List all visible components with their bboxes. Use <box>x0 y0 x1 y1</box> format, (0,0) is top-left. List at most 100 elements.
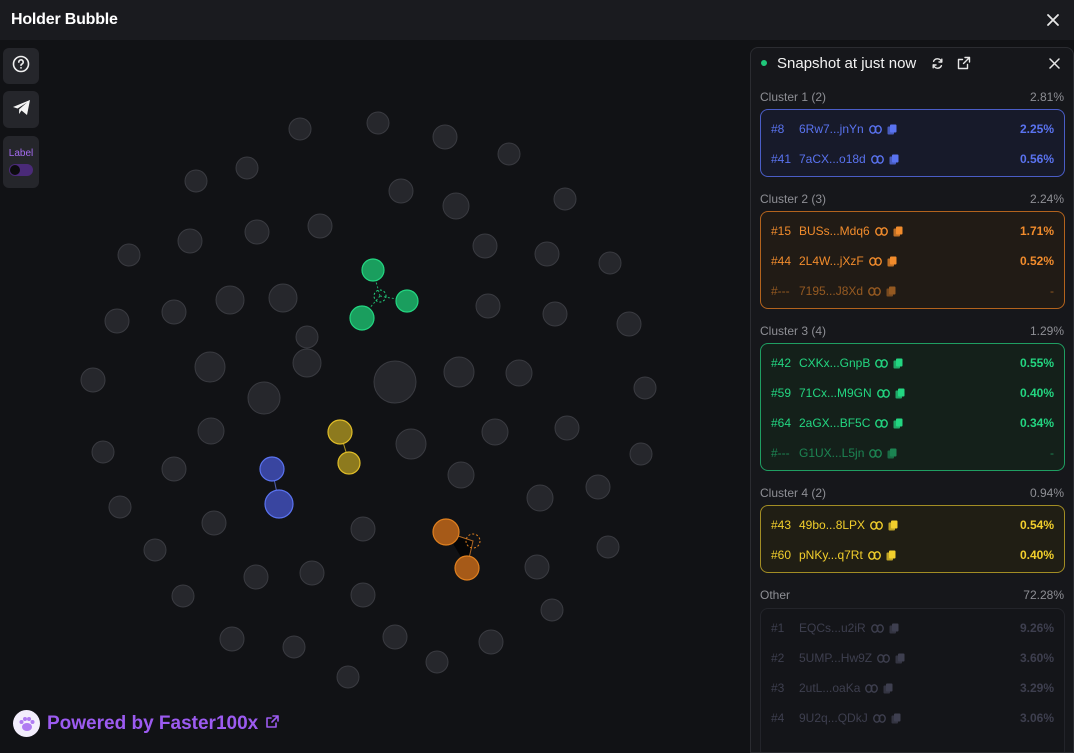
holder-row[interactable]: #44 2L4W...jXzF 0.52% <box>771 252 1054 270</box>
telegram-button[interactable] <box>3 91 39 128</box>
help-button[interactable] <box>3 48 39 84</box>
holder-bubble[interactable] <box>247 381 281 415</box>
copy-icon[interactable] <box>886 286 896 297</box>
holder-bubble[interactable] <box>327 419 353 445</box>
open-external-icon[interactable] <box>955 54 973 72</box>
holder-row[interactable]: #3 2utL...oaKa 3.29% <box>771 679 1054 697</box>
copy-icon[interactable] <box>888 520 898 531</box>
holder-bubble[interactable] <box>215 285 245 315</box>
holder-bubble[interactable] <box>553 187 577 211</box>
link-icon[interactable] <box>875 358 889 368</box>
holder-bubble[interactable] <box>542 301 568 327</box>
holder-bubble[interactable] <box>395 289 419 313</box>
holder-address[interactable]: 2aGX...BF5C <box>799 416 871 430</box>
holder-row[interactable]: #15 BUSs...Mdq6 1.71% <box>771 222 1054 240</box>
holder-bubble[interactable] <box>299 560 325 586</box>
holder-bubble[interactable] <box>292 348 322 378</box>
holder-bubble[interactable] <box>143 538 167 562</box>
holder-row[interactable]: #2 5UMP...Hw9Z 3.60% <box>771 649 1054 667</box>
holder-address[interactable]: 2utL...oaKa <box>799 681 861 695</box>
powered-by-link[interactable]: Powered by Faster100x <box>13 710 280 737</box>
holder-bubble[interactable] <box>472 233 498 259</box>
holder-bubble[interactable] <box>268 283 298 313</box>
holder-bubble[interactable] <box>526 484 554 512</box>
holder-bubble[interactable] <box>244 219 270 245</box>
holder-bubble[interactable] <box>534 241 560 267</box>
holder-bubble[interactable] <box>201 510 227 536</box>
link-icon[interactable] <box>868 124 882 134</box>
holder-address[interactable]: pNKy...q7Rt <box>799 548 863 562</box>
holder-bubble[interactable] <box>161 456 187 482</box>
holder-address[interactable]: 7195...J8Xd <box>799 284 864 298</box>
label-toggle-switch[interactable] <box>9 164 33 176</box>
link-icon[interactable] <box>875 418 889 428</box>
copy-icon[interactable] <box>893 226 903 237</box>
holder-bubble[interactable] <box>307 213 333 239</box>
holder-row[interactable]: #59 71Cx...M9GN 0.40% <box>771 384 1054 402</box>
copy-icon[interactable] <box>887 256 897 267</box>
holder-bubble[interactable] <box>282 635 306 659</box>
holder-bubble[interactable] <box>633 376 657 400</box>
holder-bubble[interactable] <box>373 360 417 404</box>
powered-by-text[interactable]: Powered by Faster100x <box>47 712 259 734</box>
holder-bubble[interactable] <box>336 665 360 689</box>
link-icon[interactable] <box>869 448 883 458</box>
cluster-2-bubbles[interactable] <box>432 518 481 581</box>
holder-bubble[interactable] <box>350 582 376 608</box>
holder-bubble[interactable] <box>524 554 550 580</box>
link-icon[interactable] <box>865 683 879 693</box>
holder-bubble[interactable] <box>117 243 141 267</box>
copy-icon[interactable] <box>895 388 905 399</box>
label-toggle-control[interactable]: Label <box>3 136 39 188</box>
holder-bubble[interactable] <box>295 325 319 349</box>
holder-address[interactable]: 71Cx...M9GN <box>799 386 872 400</box>
link-icon[interactable] <box>870 520 883 530</box>
holder-bubble[interactable] <box>337 451 361 475</box>
holder-bubble[interactable] <box>373 289 387 303</box>
holder-bubble[interactable] <box>349 305 375 331</box>
link-icon[interactable] <box>870 154 884 164</box>
holder-address[interactable]: CXKx...GnpB <box>799 356 871 370</box>
holder-bubble[interactable] <box>366 111 390 135</box>
holder-bubble[interactable] <box>350 516 376 542</box>
holder-address[interactable]: 49bo...8LPX <box>799 518 866 532</box>
copy-icon[interactable] <box>886 550 896 561</box>
holder-bubble[interactable] <box>598 251 622 275</box>
cluster-1-bubbles[interactable] <box>259 456 294 519</box>
link-icon[interactable] <box>870 623 884 633</box>
holder-bubble[interactable] <box>540 598 564 622</box>
holder-bubble[interactable] <box>585 474 611 500</box>
holder-bubble[interactable] <box>91 440 115 464</box>
copy-icon[interactable] <box>889 623 899 634</box>
cluster-3-bubbles[interactable] <box>349 258 419 331</box>
holder-address[interactable]: 2L4W...jXzF <box>799 254 864 268</box>
holder-bubble[interactable] <box>465 533 481 549</box>
bubble-map[interactable] <box>0 40 750 753</box>
copy-icon[interactable] <box>893 418 903 429</box>
holder-bubble[interactable] <box>475 293 501 319</box>
link-icon[interactable] <box>868 286 881 296</box>
holder-bubble[interactable] <box>447 461 475 489</box>
holder-bubble[interactable] <box>388 178 414 204</box>
holder-bubble[interactable] <box>481 418 509 446</box>
copy-icon[interactable] <box>895 653 905 664</box>
holder-bubble[interactable] <box>616 311 642 337</box>
holder-bubble[interactable] <box>442 192 470 220</box>
holder-bubble[interactable] <box>505 359 533 387</box>
close-window-icon[interactable] <box>1042 9 1064 31</box>
copy-icon[interactable] <box>883 683 893 694</box>
holder-row[interactable]: #60 pNKy...q7Rt 0.40% <box>771 546 1054 564</box>
holder-bubble[interactable] <box>161 299 187 325</box>
holder-row[interactable]: #8 6Rw7...jnYn 2.25% <box>771 120 1054 138</box>
holder-bubble[interactable] <box>497 142 521 166</box>
holder-address[interactable]: 6Rw7...jnYn <box>799 122 864 136</box>
holder-address[interactable]: 5UMP...Hw9Z <box>799 651 873 665</box>
holder-bubble[interactable] <box>177 228 203 254</box>
holder-bubble[interactable] <box>235 156 259 180</box>
holder-row[interactable]: #--- G1UX...L5jn - <box>771 444 1054 462</box>
holder-bubble[interactable] <box>443 356 475 388</box>
holder-bubble[interactable] <box>425 650 449 674</box>
holder-bubble[interactable] <box>104 308 130 334</box>
holder-row[interactable]: #42 CXKx...GnpB 0.55% <box>771 354 1054 372</box>
holder-row[interactable]: #--- 7195...J8Xd - <box>771 282 1054 300</box>
